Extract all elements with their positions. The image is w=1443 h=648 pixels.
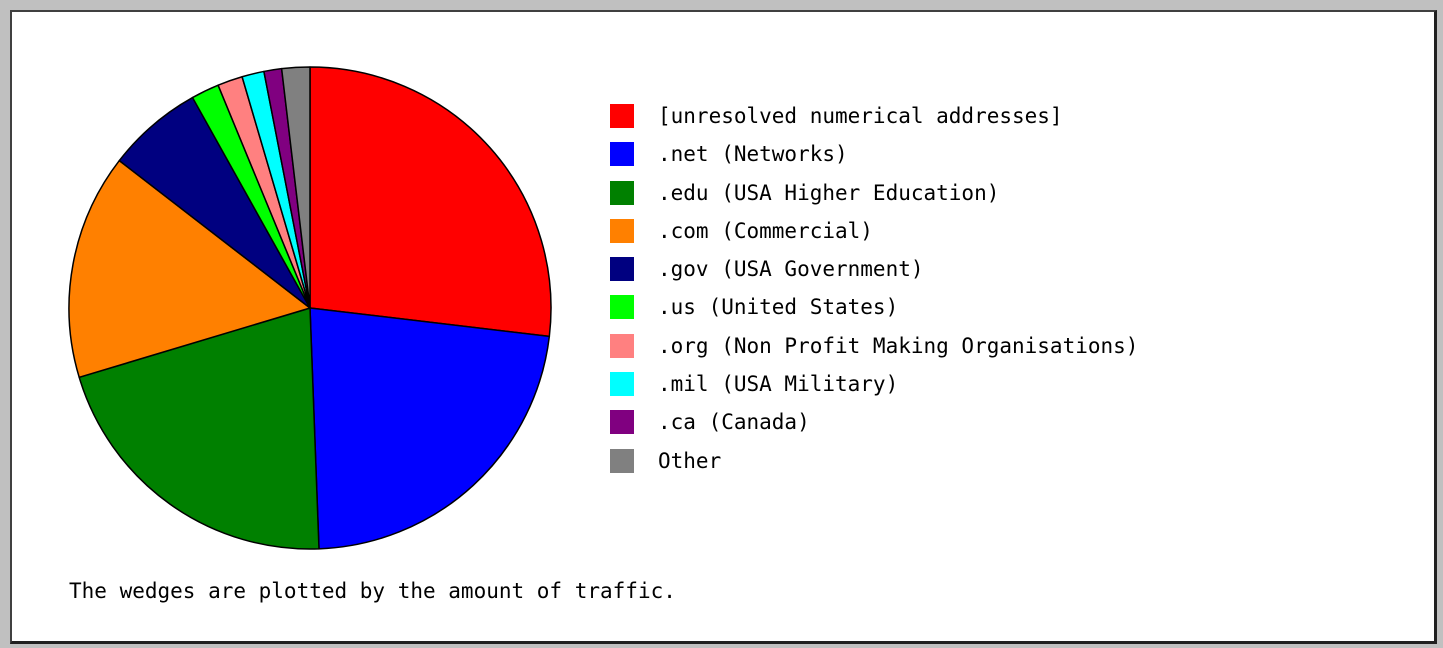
legend-label: .mil (USA Military) [658, 372, 899, 397]
legend-item-gov: .gov (USA Government) [610, 257, 1138, 295]
legend-item-com: .com (Commercial) [610, 218, 1138, 257]
legend-swatch [610, 104, 634, 128]
chart-legend: [unresolved numerical addresses] .net (N… [610, 104, 1138, 487]
legend-swatch [610, 295, 634, 320]
legend-swatch [610, 142, 634, 167]
pie-slice-0 [309, 66, 552, 338]
legend-label: [unresolved numerical addresses] [658, 104, 1063, 128]
legend-swatch [610, 333, 634, 358]
pie-chart [68, 66, 552, 550]
legend-swatch [610, 410, 634, 435]
pie-slice-9 [280, 66, 311, 309]
chart-frame: [unresolved numerical addresses] .net (N… [10, 10, 1437, 644]
legend-item-ca: .ca (Canada) [610, 410, 1138, 448]
legend-label: .gov (USA Government) [658, 257, 924, 282]
legend-label: .net (Networks) [658, 142, 848, 167]
legend-item-edu: .edu (USA Higher Education) [610, 180, 1138, 219]
legend-label: .org (Non Profit Making Organisations) [658, 333, 1139, 358]
legend-swatch [610, 257, 634, 282]
legend-item-unresolved: [unresolved numerical addresses] [610, 104, 1138, 142]
legend-swatch [610, 372, 634, 397]
legend-swatch [610, 218, 634, 243]
pie-slice-3 [68, 159, 311, 379]
legend-label: .ca (Canada) [658, 410, 810, 435]
chart-caption: The wedges are plotted by the amount of … [69, 579, 676, 603]
legend-item-other: Other [610, 448, 1138, 487]
pie-slice-1 [309, 307, 551, 550]
legend-swatch [610, 180, 634, 205]
legend-label: .com (Commercial) [658, 218, 873, 243]
legend-label: Other [658, 448, 722, 473]
legend-swatch [610, 448, 634, 473]
legend-item-us: .us (United States) [610, 295, 1138, 333]
legend-label: .edu (USA Higher Education) [658, 180, 1000, 205]
legend-label: .us (United States) [658, 295, 899, 320]
legend-item-org: .org (Non Profit Making Organisations) [610, 333, 1139, 372]
legend-item-mil: .mil (USA Military) [610, 372, 1138, 410]
pie-slice-2 [78, 307, 320, 550]
legend-item-net: .net (Networks) [610, 142, 1138, 180]
